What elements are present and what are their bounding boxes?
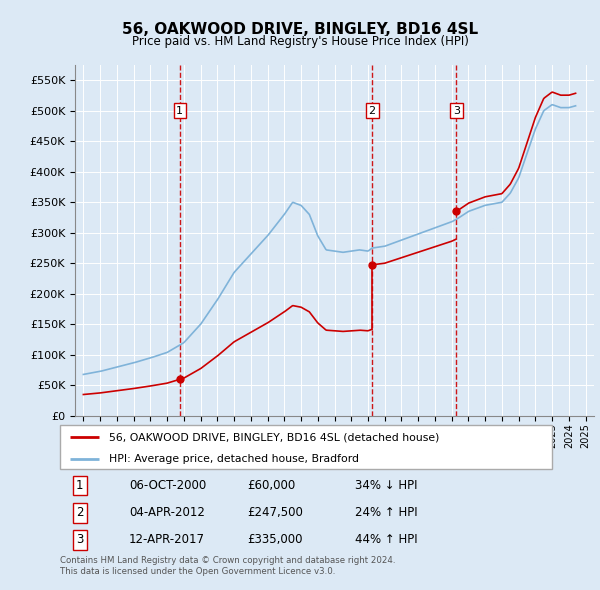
Text: 2: 2 — [76, 506, 83, 519]
Text: 12-APR-2017: 12-APR-2017 — [129, 533, 205, 546]
Text: 44% ↑ HPI: 44% ↑ HPI — [355, 533, 418, 546]
Text: £60,000: £60,000 — [247, 479, 295, 492]
Text: Price paid vs. HM Land Registry's House Price Index (HPI): Price paid vs. HM Land Registry's House … — [131, 35, 469, 48]
Text: 3: 3 — [76, 533, 83, 546]
Text: HPI: Average price, detached house, Bradford: HPI: Average price, detached house, Brad… — [109, 454, 359, 464]
Text: 1: 1 — [76, 479, 83, 492]
Text: 56, OAKWOOD DRIVE, BINGLEY, BD16 4SL (detached house): 56, OAKWOOD DRIVE, BINGLEY, BD16 4SL (de… — [109, 432, 440, 442]
Text: £335,000: £335,000 — [247, 533, 302, 546]
Text: 06-OCT-2000: 06-OCT-2000 — [129, 479, 206, 492]
Text: 2: 2 — [368, 106, 376, 116]
Text: 56, OAKWOOD DRIVE, BINGLEY, BD16 4SL: 56, OAKWOOD DRIVE, BINGLEY, BD16 4SL — [122, 22, 478, 37]
Text: 34% ↓ HPI: 34% ↓ HPI — [355, 479, 418, 492]
Text: 04-APR-2012: 04-APR-2012 — [129, 506, 205, 519]
Text: Contains HM Land Registry data © Crown copyright and database right 2024.
This d: Contains HM Land Registry data © Crown c… — [60, 556, 395, 576]
Text: 24% ↑ HPI: 24% ↑ HPI — [355, 506, 418, 519]
Text: 3: 3 — [453, 106, 460, 116]
Text: £247,500: £247,500 — [247, 506, 303, 519]
Text: 1: 1 — [176, 106, 184, 116]
